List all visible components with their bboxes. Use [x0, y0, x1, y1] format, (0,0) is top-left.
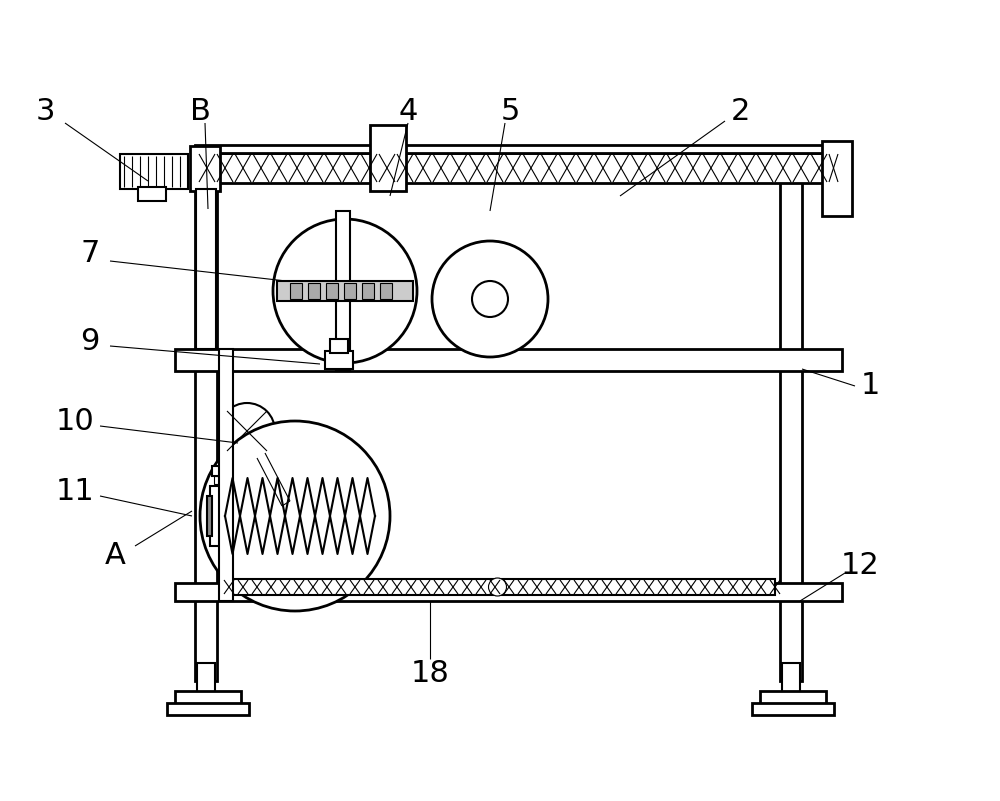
Bar	[752, 703, 834, 715]
Text: 1: 1	[860, 372, 880, 400]
Bar	[190, 146, 220, 191]
Text: 10: 10	[56, 406, 94, 436]
Bar	[175, 583, 842, 601]
Bar	[330, 339, 348, 353]
Text: B: B	[190, 96, 210, 126]
Circle shape	[200, 421, 390, 611]
Bar	[214, 476, 226, 484]
Bar	[167, 703, 249, 715]
Text: 2: 2	[730, 96, 750, 126]
Circle shape	[432, 241, 548, 357]
Bar	[780, 151, 802, 681]
Bar	[290, 283, 302, 299]
Bar	[120, 154, 188, 189]
Bar	[196, 189, 216, 349]
Bar	[175, 349, 842, 371]
Bar	[326, 283, 338, 299]
Bar	[210, 486, 226, 546]
Bar	[195, 153, 842, 183]
Text: 7: 7	[80, 239, 100, 268]
Bar	[197, 663, 215, 693]
Text: 18: 18	[411, 658, 449, 687]
Circle shape	[219, 403, 275, 459]
Text: 11: 11	[56, 477, 94, 505]
Bar	[370, 125, 406, 191]
Text: 12: 12	[841, 552, 879, 581]
Bar	[138, 187, 166, 201]
Bar	[782, 663, 800, 693]
Circle shape	[472, 281, 508, 317]
Text: A: A	[105, 541, 125, 570]
Bar	[344, 283, 356, 299]
Bar	[195, 145, 842, 153]
Circle shape	[273, 219, 417, 363]
Bar	[220, 579, 775, 595]
Bar	[219, 349, 233, 601]
Bar	[175, 691, 241, 705]
Bar	[308, 283, 320, 299]
Bar	[822, 141, 852, 216]
Text: 3: 3	[35, 96, 55, 126]
Bar	[325, 351, 353, 369]
Bar	[336, 211, 350, 371]
Bar	[760, 691, 826, 705]
Text: 9: 9	[80, 327, 100, 356]
Bar	[380, 283, 392, 299]
Bar	[212, 466, 228, 476]
Text: 5: 5	[500, 96, 520, 126]
Bar	[195, 151, 217, 681]
Bar	[207, 496, 212, 536]
Bar	[362, 283, 374, 299]
Circle shape	[488, 578, 507, 596]
Text: 4: 4	[398, 96, 418, 126]
Bar	[277, 281, 413, 301]
